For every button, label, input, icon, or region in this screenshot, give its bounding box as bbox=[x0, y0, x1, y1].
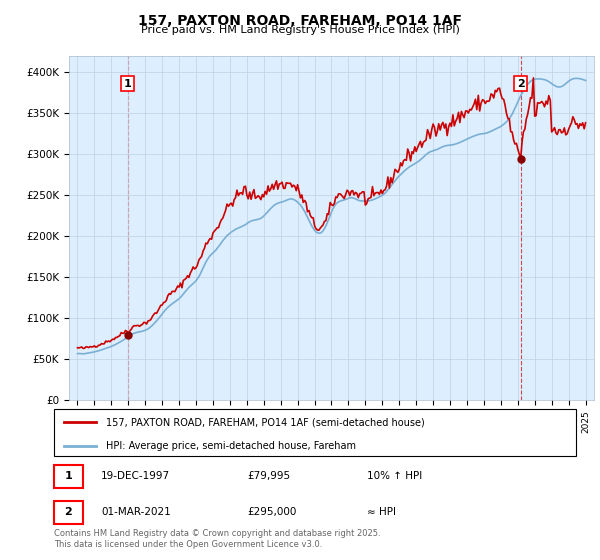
Text: 157, PAXTON ROAD, FAREHAM, PO14 1AF (semi-detached house): 157, PAXTON ROAD, FAREHAM, PO14 1AF (sem… bbox=[106, 417, 425, 427]
Bar bbox=[54, 465, 83, 488]
Text: 10% ↑ HPI: 10% ↑ HPI bbox=[367, 471, 422, 481]
Text: £79,995: £79,995 bbox=[247, 471, 290, 481]
Text: ≈ HPI: ≈ HPI bbox=[367, 507, 396, 517]
Text: Contains HM Land Registry data © Crown copyright and database right 2025.
This d: Contains HM Land Registry data © Crown c… bbox=[54, 529, 380, 549]
Text: 2: 2 bbox=[64, 507, 72, 517]
Text: HPI: Average price, semi-detached house, Fareham: HPI: Average price, semi-detached house,… bbox=[106, 441, 356, 451]
Text: 1: 1 bbox=[124, 78, 131, 88]
Text: 19-DEC-1997: 19-DEC-1997 bbox=[101, 471, 170, 481]
Bar bbox=[54, 501, 83, 524]
Text: 2: 2 bbox=[517, 78, 524, 88]
Text: £295,000: £295,000 bbox=[247, 507, 296, 517]
Text: 157, PAXTON ROAD, FAREHAM, PO14 1AF: 157, PAXTON ROAD, FAREHAM, PO14 1AF bbox=[138, 14, 462, 28]
Text: 1: 1 bbox=[64, 471, 72, 481]
Text: Price paid vs. HM Land Registry's House Price Index (HPI): Price paid vs. HM Land Registry's House … bbox=[140, 25, 460, 35]
Text: 01-MAR-2021: 01-MAR-2021 bbox=[101, 507, 171, 517]
